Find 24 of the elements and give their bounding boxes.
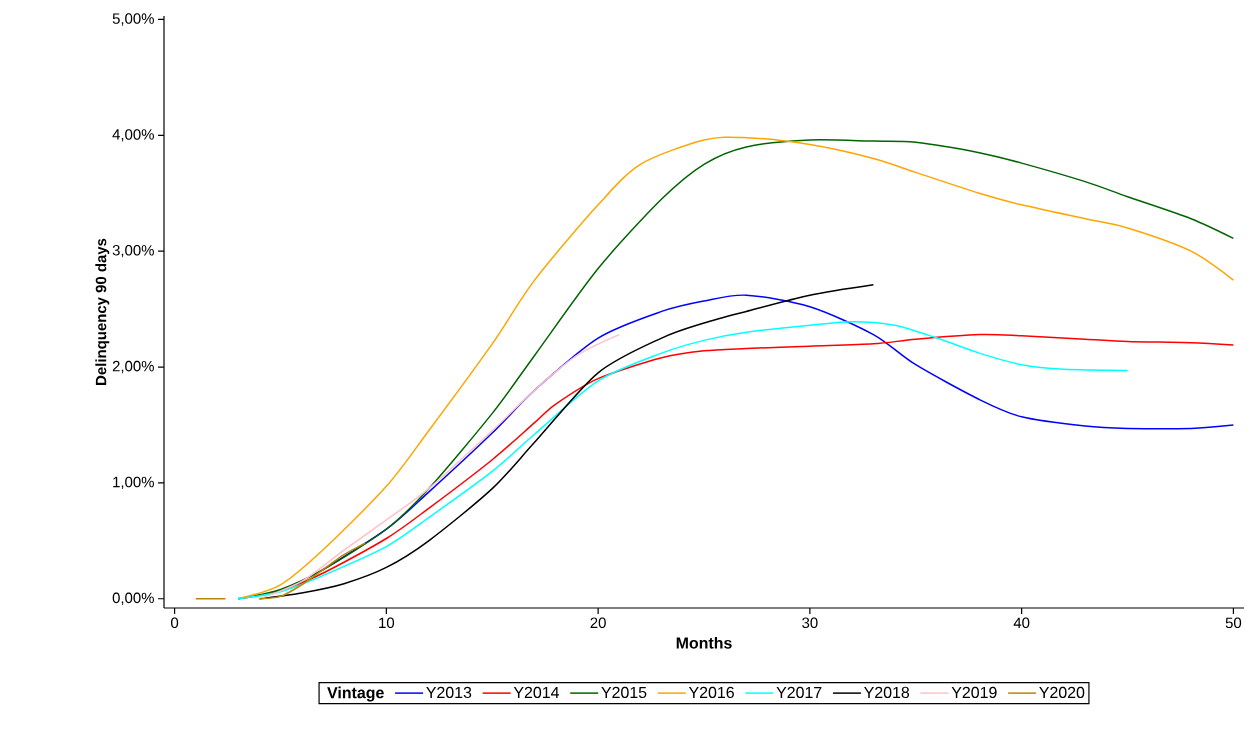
y-tick-label: 3,00% — [112, 245, 154, 258]
legend-title: Vintage — [327, 686, 384, 702]
legend-label: Y2019 — [951, 686, 997, 699]
x-tick-label: 50 — [1225, 617, 1242, 629]
legend-label: Y2020 — [1039, 686, 1085, 699]
legend-label: Y2016 — [688, 686, 734, 699]
legend-label: Y2013 — [426, 686, 472, 699]
y-tick-label: 4,00% — [112, 129, 154, 142]
legend-label: Y2014 — [513, 686, 560, 699]
legend-label: Y2015 — [601, 686, 647, 699]
y-tick-label: 2,00% — [112, 360, 154, 374]
x-tick-label: 40 — [1013, 617, 1030, 629]
y-tick-label: 0,00% — [112, 592, 154, 605]
legend-label: Y2018 — [864, 686, 910, 699]
y-tick-label: 1,00% — [113, 476, 154, 490]
x-tick-label: 10 — [379, 617, 395, 629]
x-tick-label: 0 — [171, 617, 179, 629]
x-tick-label: 30 — [802, 617, 818, 629]
x-axis-title: Months — [676, 636, 732, 649]
legend-label: Y2017 — [776, 686, 822, 699]
line-series — [258, 333, 621, 600]
y-axis-title: Delinquency 90 days — [95, 238, 110, 385]
y-tick-label: 5,00% — [112, 13, 154, 26]
x-tick-label: 20 — [590, 617, 606, 629]
